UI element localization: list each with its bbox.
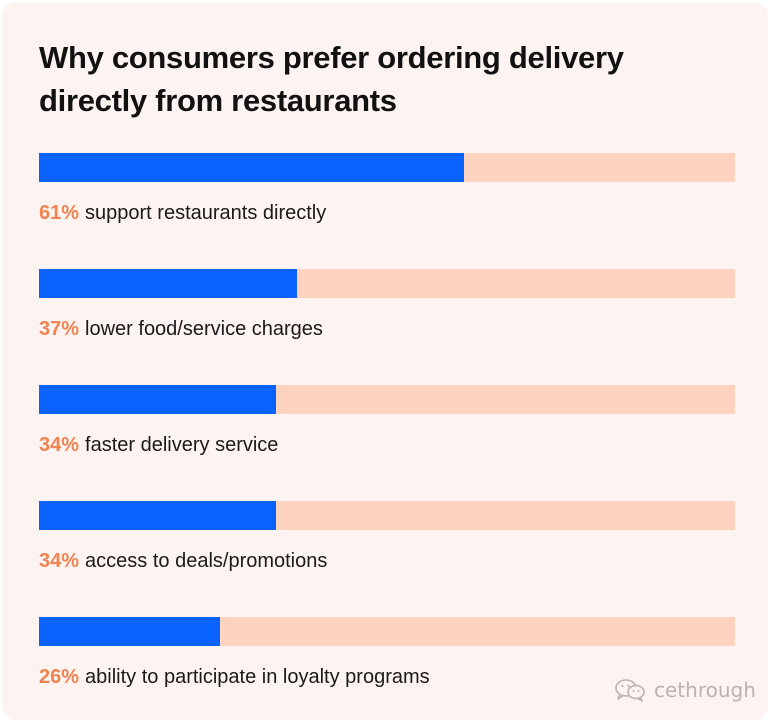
bar-category-label: ability to participate in loyalty progra… [85,666,430,688]
bar-track [39,385,735,414]
bar-category-label: access to deals/promotions [85,550,328,572]
bar-category-label: faster delivery service [85,434,279,456]
bar [39,153,464,182]
chart-title: Why consumers prefer ordering delivery d… [39,40,624,118]
bar [39,385,276,414]
bar [39,269,297,298]
bar-value-label: 61% [39,202,80,224]
bar [39,501,276,530]
bar-track [39,269,735,298]
bar-track [39,153,735,182]
bar-label: 34% access to deals/promotions [39,548,327,574]
wechat-icon [614,678,648,702]
bar-value-label: 26% [39,666,80,688]
bar-label: 61% support restaurants directly [39,200,326,226]
bar-label: 26% ability to participate in loyalty pro… [39,664,430,690]
watermark-text: cethrough [654,678,756,702]
bar-track [39,617,735,646]
bar-category-label: support restaurants directly [85,202,327,224]
bar-label: 37% lower food/service charges [39,316,323,342]
bar-value-label: 34% [39,550,80,572]
bar-category-label: lower food/service charges [85,318,323,340]
bar [39,617,220,646]
bar-value-label: 34% [39,434,80,456]
watermark: cethrough [614,678,756,702]
bar-track [39,501,735,530]
bar-label: 34% faster delivery service [39,432,278,458]
bar-value-label: 37% [39,318,80,340]
